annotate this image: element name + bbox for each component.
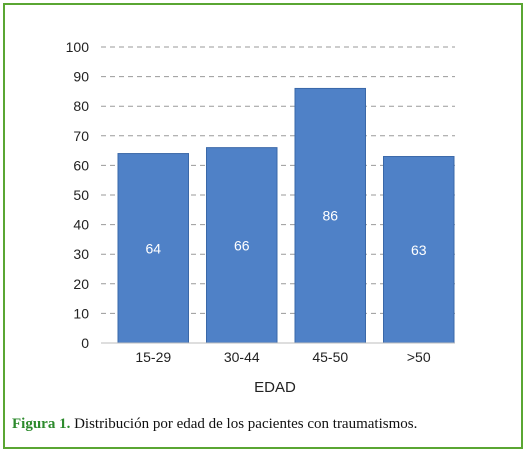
x-tick-label: >50 (407, 349, 431, 365)
x-tick-label: 30-44 (224, 349, 260, 365)
y-tick-label: 80 (73, 98, 89, 114)
x-tick-label: 15-29 (135, 349, 171, 365)
y-tick-label: 50 (73, 187, 89, 203)
bar (383, 156, 455, 344)
y-tick-label: 60 (73, 157, 89, 173)
data-label: 86 (322, 208, 338, 224)
bar (206, 147, 278, 344)
y-tick-label: 40 (73, 217, 89, 233)
y-tick-label: 100 (66, 39, 90, 55)
y-tick-label: 20 (73, 276, 89, 292)
data-label: 64 (145, 240, 161, 256)
y-tick-label: 70 (73, 128, 89, 144)
bar-chart: 0 10 20 30 40 50 60 70 80 90 100 64 15-29 66 30-44 86 45… (66, 39, 455, 396)
caption-text: Distribución por edad de los pacientes c… (70, 416, 418, 432)
figure-caption: Figura 1. Distribución por edad de los p… (12, 416, 517, 433)
y-tick-label: 90 (73, 69, 89, 85)
x-tick-label: 45-50 (312, 349, 348, 365)
data-label: 63 (411, 242, 427, 258)
y-tick-label: 30 (73, 246, 89, 262)
figure-label: Figura 1. (12, 416, 71, 432)
data-label: 66 (234, 237, 250, 253)
bar (294, 87, 366, 344)
bar (117, 153, 189, 344)
y-tick-label: 0 (81, 335, 89, 351)
x-axis-title: EDAD (254, 379, 296, 396)
y-tick-label: 10 (73, 305, 89, 321)
